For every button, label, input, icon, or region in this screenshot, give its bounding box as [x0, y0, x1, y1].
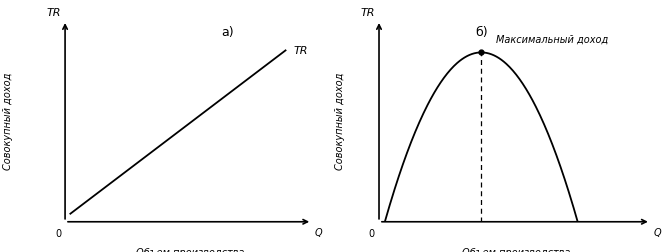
- Text: Совокупный доход: Совокупный доход: [3, 72, 13, 170]
- Text: TR: TR: [293, 46, 308, 56]
- Text: 0: 0: [55, 229, 61, 239]
- Text: TR: TR: [46, 8, 61, 18]
- Text: Q: Q: [315, 228, 322, 238]
- Text: б): б): [475, 26, 487, 39]
- Text: 0: 0: [369, 229, 374, 239]
- Text: Максимальный доход: Максимальный доход: [496, 34, 608, 44]
- Text: Объем производства: Объем производства: [462, 248, 570, 252]
- Text: Объем производства: Объем производства: [135, 248, 244, 252]
- Text: TR: TR: [360, 8, 374, 18]
- Text: Q: Q: [653, 228, 661, 238]
- Text: Совокупный доход: Совокупный доход: [335, 72, 345, 170]
- Text: а): а): [220, 26, 234, 39]
